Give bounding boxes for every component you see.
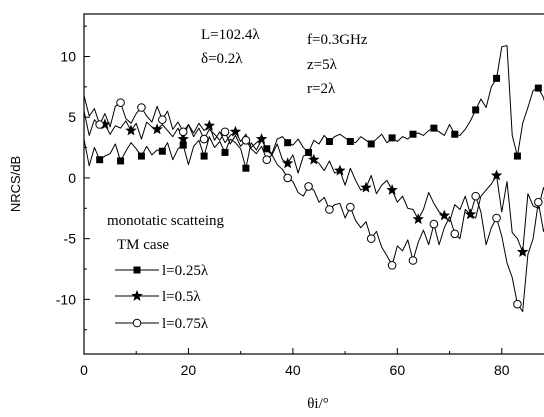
- series-3-point: [116, 98, 125, 107]
- series-2-point: [151, 123, 163, 135]
- series-1-point: [409, 130, 417, 138]
- y-tick-label: -10: [56, 291, 76, 307]
- parameter-annotations: L=102.4λ δ=0.2λ f=0.3GHz z=5λ r=2λ: [201, 27, 368, 97]
- series-1-point: [263, 145, 271, 153]
- series-3-point: [471, 191, 480, 201]
- series-3-point: [387, 261, 397, 270]
- series-3-point: [178, 127, 188, 137]
- series-3-point: [137, 103, 146, 112]
- series-3-point: [262, 155, 272, 165]
- series-2-point: [281, 157, 294, 169]
- series-3-point: [408, 256, 418, 265]
- series-1-point: [96, 156, 104, 164]
- series-3-point: [429, 219, 439, 229]
- series-3-point: [513, 299, 522, 309]
- series-3-point: [283, 173, 292, 183]
- series-2-point: [438, 209, 451, 221]
- series-1-point: [513, 152, 521, 160]
- plot-frame: [83, 13, 544, 355]
- series-2-point: [386, 184, 398, 195]
- series-1-point: [200, 152, 208, 160]
- series-2-point: [516, 246, 529, 257]
- annotation-delta: δ=0.2λ: [201, 51, 243, 67]
- annotation-r: r=2λ: [307, 81, 336, 97]
- series-3-point: [366, 234, 376, 243]
- series-2-point: [177, 133, 189, 144]
- annotation-frequency: f=0.3GHz: [307, 32, 368, 48]
- series-1-point: [117, 157, 125, 165]
- legend-label-2: l=0.5λ: [162, 289, 201, 305]
- x-axis-label: θi/°: [307, 396, 329, 412]
- annotation-z: z=5λ: [307, 57, 338, 73]
- legend-marker-2: [131, 290, 143, 301]
- legend-label-3: l=0.75λ: [162, 316, 209, 332]
- series-2-point: [255, 133, 268, 144]
- legend-label-1: l=0.25λ: [162, 263, 209, 279]
- series-2-point: [490, 169, 503, 181]
- series-3-point: [199, 134, 209, 144]
- series-2-point: [464, 208, 477, 220]
- series-line-2: [84, 111, 544, 253]
- series-1-point: [388, 134, 396, 142]
- series-1-point: [242, 164, 250, 172]
- series-3-point: [534, 197, 543, 207]
- y-tick-label: 10: [60, 49, 76, 65]
- x-tick-label: 80: [494, 362, 510, 378]
- series-3-point: [304, 182, 313, 191]
- series-1-point: [221, 148, 229, 156]
- series-3-point: [241, 135, 251, 145]
- series-1-point: [430, 124, 438, 132]
- x-tick-label: 60: [390, 362, 406, 378]
- legend-heading-2: TM case: [117, 237, 169, 253]
- series-1-point: [325, 138, 333, 145]
- legend-marker-3: [132, 318, 142, 328]
- legend-marker-1: [133, 266, 141, 274]
- y-axis-label: NRCS/dB: [8, 156, 23, 212]
- y-tick-label: 5: [68, 109, 76, 125]
- series-2-point: [360, 181, 372, 193]
- series-2-point: [99, 118, 111, 130]
- marker-layer: [95, 74, 544, 309]
- series-1-point: [305, 148, 313, 156]
- series-2-point: [334, 164, 346, 176]
- legend-heading-1: monotatic scatteing: [107, 213, 225, 229]
- series-2-point: [229, 125, 242, 137]
- annotation-length: L=102.4λ: [201, 27, 260, 43]
- series-2-point: [308, 153, 320, 165]
- series-1-point: [472, 106, 480, 114]
- series-1-point: [179, 141, 187, 149]
- series-3-point: [492, 213, 501, 223]
- x-tick-label: 0: [80, 362, 88, 378]
- x-tick-label: 20: [181, 362, 197, 378]
- series-1-point: [534, 84, 542, 92]
- series-1-point: [493, 74, 501, 82]
- series-2-point: [203, 119, 216, 131]
- legend: monotatic scatteing TM case l=0.25λ l=0.5…: [107, 213, 225, 332]
- x-axis-ticks: 0 20 40 60 80: [80, 348, 510, 378]
- series-1-point: [367, 140, 375, 148]
- y-tick-label: 0: [68, 170, 76, 186]
- series-2-point: [412, 213, 424, 225]
- series-1-point: [137, 152, 145, 160]
- series-3-point: [346, 202, 355, 212]
- series-3-point: [158, 115, 167, 124]
- series-3-point: [325, 205, 334, 214]
- series-1-point: [451, 130, 459, 138]
- series-1-point: [284, 139, 292, 147]
- y-tick-label: -5: [64, 231, 77, 247]
- series-3-point: [450, 229, 460, 239]
- x-tick-label: 40: [285, 362, 301, 378]
- series-1-point: [346, 138, 354, 145]
- y-axis-ticks: -10 -5 0 5 10: [56, 25, 90, 331]
- series-2-point: [125, 124, 137, 136]
- series-1-point: [158, 147, 166, 155]
- series-3-point: [95, 120, 104, 129]
- series-3-point: [220, 127, 230, 137]
